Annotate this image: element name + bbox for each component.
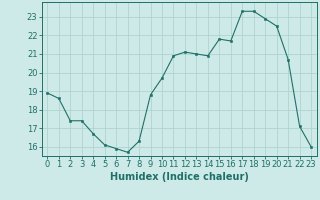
X-axis label: Humidex (Indice chaleur): Humidex (Indice chaleur) [110,172,249,182]
